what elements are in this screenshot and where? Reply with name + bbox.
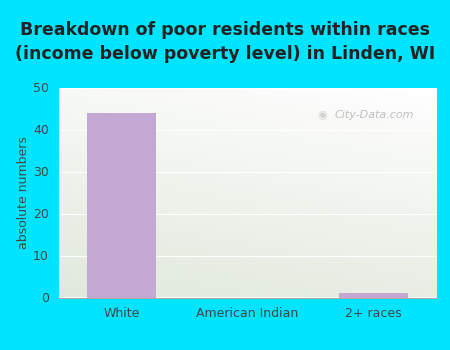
Y-axis label: absolute numbers: absolute numbers bbox=[17, 136, 30, 249]
Text: City-Data.com: City-Data.com bbox=[334, 110, 414, 120]
Bar bbox=[339, 293, 408, 298]
Bar bbox=[87, 113, 156, 298]
Text: Breakdown of poor residents within races
(income below poverty level) in Linden,: Breakdown of poor residents within races… bbox=[15, 21, 435, 63]
Text: ◉: ◉ bbox=[317, 110, 327, 120]
